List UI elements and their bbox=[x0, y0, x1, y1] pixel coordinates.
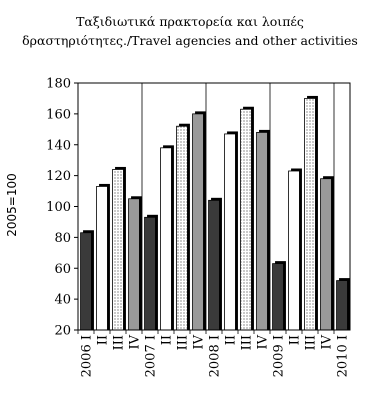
bar-5 bbox=[160, 147, 172, 331]
x-tick-label: 2009 I bbox=[272, 335, 287, 377]
bar-8 bbox=[208, 199, 220, 331]
bar-16 bbox=[336, 280, 348, 331]
chart-subtitle: δραστηριότητες./Travel agencies and othe… bbox=[22, 33, 358, 48]
bar-4 bbox=[144, 216, 156, 331]
x-tick-label: III bbox=[112, 335, 127, 350]
x-tick-label: III bbox=[176, 335, 191, 350]
bar-15 bbox=[320, 178, 332, 331]
x-tick-label: 2007 I bbox=[144, 335, 159, 377]
bar-1 bbox=[96, 186, 108, 331]
x-tick-label: II bbox=[224, 335, 239, 345]
x-tick-label: III bbox=[240, 335, 255, 350]
x-tick-label: II bbox=[288, 335, 303, 345]
y-tick-label: 140 bbox=[46, 138, 71, 153]
x-tick-label: IV bbox=[320, 334, 335, 349]
bar-14 bbox=[304, 98, 316, 331]
bar-6 bbox=[176, 125, 188, 331]
bar-9 bbox=[224, 133, 236, 331]
x-tick-label: II bbox=[96, 335, 111, 345]
chart-title: Ταξιδιωτικά πρακτορεία και λοιπές bbox=[76, 14, 304, 29]
bar-12 bbox=[272, 263, 284, 331]
bar-7 bbox=[192, 113, 204, 331]
x-tick-label: III bbox=[304, 335, 319, 350]
bar-0 bbox=[80, 232, 92, 331]
x-tick-label: IV bbox=[192, 334, 207, 349]
x-tick-label: IV bbox=[256, 334, 271, 349]
y-tick-label: 20 bbox=[54, 324, 71, 339]
x-tick-label: II bbox=[160, 335, 175, 345]
x-tick-label: 2008 I bbox=[208, 335, 223, 377]
y-tick-label: 80 bbox=[54, 231, 71, 246]
bar-3 bbox=[128, 198, 140, 331]
bar-11 bbox=[256, 131, 268, 331]
bar-2 bbox=[112, 169, 124, 331]
bar-13 bbox=[288, 170, 300, 331]
bar-10 bbox=[240, 108, 252, 331]
y-tick-label: 180 bbox=[46, 77, 71, 92]
y-tick-label: 40 bbox=[54, 293, 71, 308]
y-tick-label: 120 bbox=[46, 169, 71, 184]
x-tick-label: 2010 I bbox=[336, 335, 351, 377]
y-tick-label: 60 bbox=[54, 262, 71, 277]
y-tick-label: 160 bbox=[46, 107, 71, 122]
x-tick-label: IV bbox=[128, 334, 143, 349]
y-tick-label: 100 bbox=[46, 200, 71, 215]
x-tick-label: 2006 I bbox=[80, 335, 95, 377]
